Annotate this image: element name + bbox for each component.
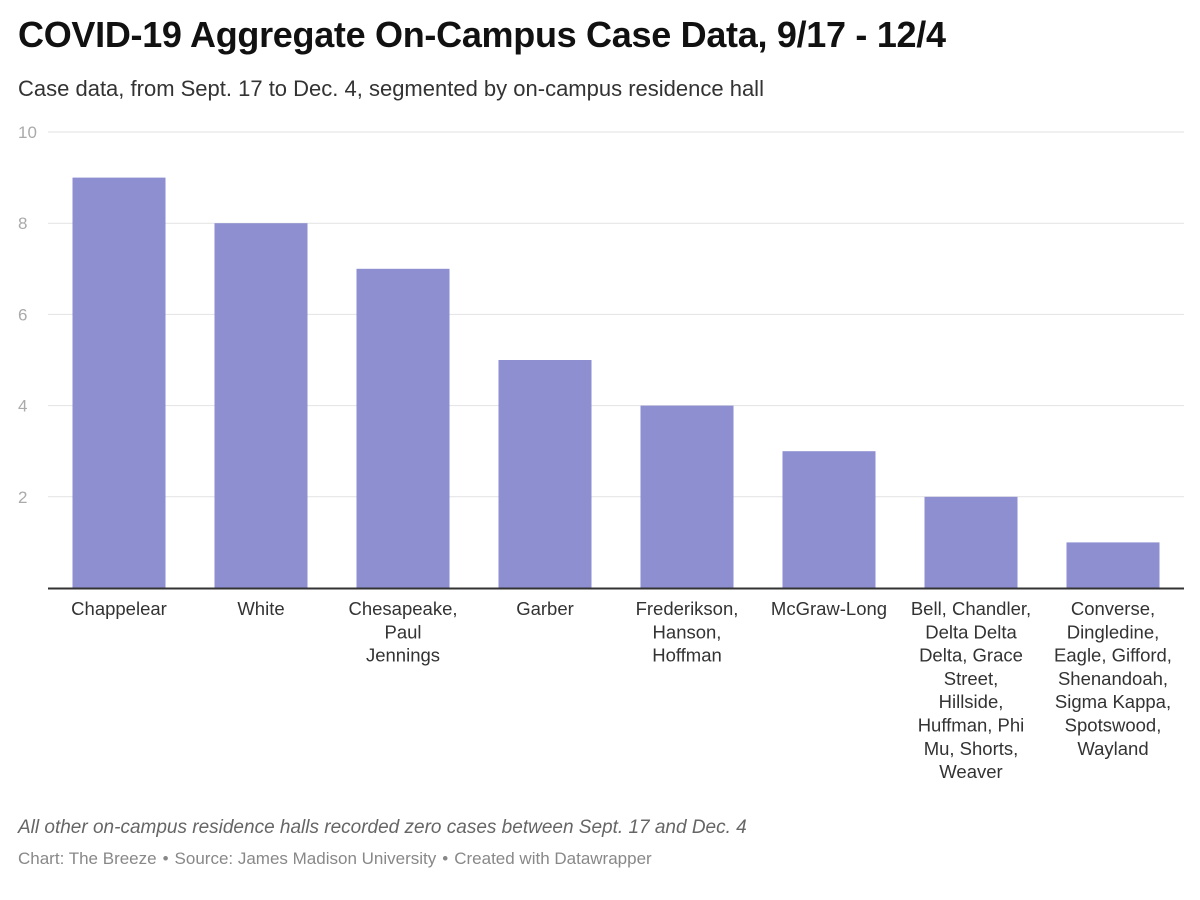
x-category-label-line: Jennings — [366, 645, 440, 666]
y-tick-label: 10 — [18, 123, 37, 142]
x-category-label: Converse, Dingledine, Eagle, Gifford, Shena… — [1054, 598, 1172, 759]
x-category-label-line: Hillside, — [939, 691, 1004, 712]
x-category-label-line: Hoffman — [652, 645, 722, 666]
bar — [924, 496, 1018, 588]
gridlines: 2 4 6 8 10 — [18, 123, 1184, 507]
bar — [640, 405, 734, 588]
y-tick-label: 6 — [18, 305, 27, 324]
x-category-label: Bell, Chandler, Delta Delta Delta, Grace St… — [911, 598, 1031, 782]
x-category-label: White — [237, 598, 284, 619]
chart-byline: Chart: The Breeze • Source: James Madison … — [18, 849, 652, 869]
chart-subtitle: Case data, from Sept. 17 to Dec. 4, segm… — [18, 76, 764, 101]
category-labels: Chappelear White Chesapeake, Paul Jennings Ga… — [71, 598, 1172, 782]
y-tick-label: 4 — [18, 397, 27, 416]
x-category-label-line: Weaver — [939, 761, 1002, 782]
x-category-label-line: Chappelear — [71, 598, 167, 619]
x-category-label-line: Street, — [944, 668, 999, 689]
x-category-label-line: Paul — [384, 621, 421, 642]
bars — [72, 177, 1160, 588]
chart-credit: Chart: The Breeze — [18, 849, 157, 868]
x-category-label-line: Spotswood, — [1065, 715, 1162, 736]
x-category-label-line: Garber — [516, 598, 574, 619]
created-with: Created with Datawrapper — [454, 849, 652, 868]
x-category-label: Garber — [516, 598, 574, 619]
x-category-label-line: Sigma Kappa, — [1055, 691, 1171, 712]
bar — [214, 223, 308, 588]
bar — [498, 360, 592, 588]
x-category-label-line: Huffman, Phi — [918, 715, 1025, 736]
x-category-label: Chappelear — [71, 598, 167, 619]
x-category-label-line: Eagle, Gifford, — [1054, 645, 1172, 666]
x-category-label-line: Mu, Shorts, — [924, 738, 1019, 759]
x-category-label: Chesapeake, Paul Jennings — [348, 598, 457, 666]
bar — [782, 451, 876, 588]
bar-chart: 2 4 6 8 10 Chappelear White Chesapeake, Paul Jen… — [18, 123, 1184, 782]
x-category-label-line: Delta, Grace — [919, 645, 1023, 666]
y-tick-label: 2 — [18, 488, 27, 507]
byline-separator: • — [442, 849, 449, 868]
bar — [1066, 542, 1160, 588]
x-category-label-line: Wayland — [1077, 738, 1148, 759]
bar — [356, 268, 450, 588]
chart-title: COVID-19 Aggregate On-Campus Case Data, … — [18, 14, 946, 55]
x-category-label-line: Chesapeake, — [348, 598, 457, 619]
x-category-label-line: McGraw-Long — [771, 598, 887, 619]
x-category-label: McGraw-Long — [771, 598, 887, 619]
y-tick-label: 8 — [18, 214, 27, 233]
byline-separator: • — [162, 849, 169, 868]
x-category-label-line: Shenandoah, — [1058, 668, 1168, 689]
x-category-label-line: Bell, Chandler, — [911, 598, 1031, 619]
x-category-label-line: White — [237, 598, 284, 619]
chart-note: All other on-campus residence halls reco… — [18, 817, 747, 838]
bar — [72, 177, 166, 588]
x-category-label-line: Dingledine, — [1067, 621, 1160, 642]
x-category-label-line: Frederikson, — [636, 598, 739, 619]
x-category-label: Frederikson, Hanson, Hoffman — [636, 598, 739, 666]
x-category-label-line: Converse, — [1071, 598, 1155, 619]
x-category-label-line: Hanson, — [653, 621, 722, 642]
x-category-label-line: Delta Delta — [925, 621, 1017, 642]
chart-source: Source: James Madison University — [174, 849, 437, 868]
